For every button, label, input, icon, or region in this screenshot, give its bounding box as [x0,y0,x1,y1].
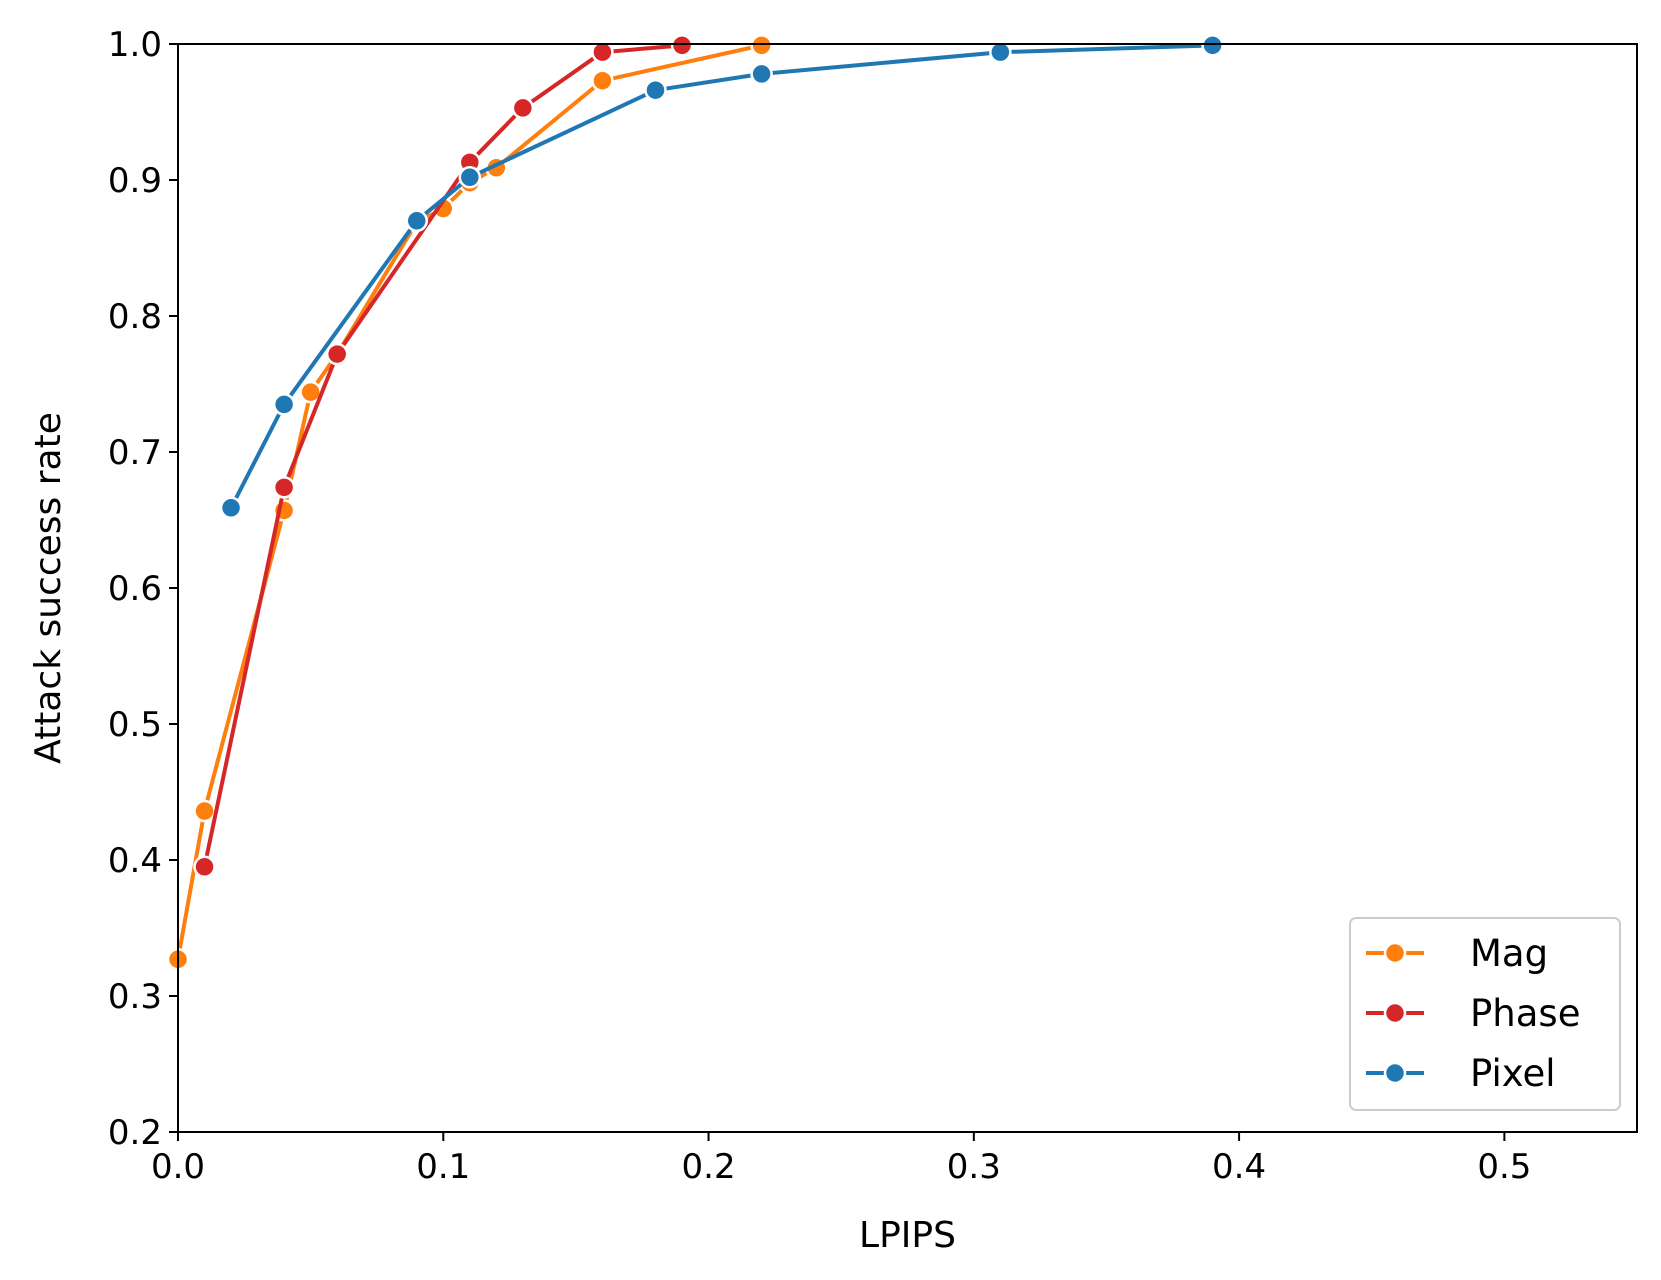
x-tick-label: 0.1 [416,1147,470,1187]
legend-marker-mag [1383,941,1407,965]
y-tick-label: 0.5 [108,705,162,745]
legend-marker-pixel [1383,1061,1407,1085]
series-phase [193,34,694,879]
x-axis: 0.0 0.1 0.2 0.3 0.4 0.5 [151,1132,1531,1187]
series-pixel [219,34,1224,520]
x-axis-label: LPIPS [859,1215,956,1256]
legend-item-phase: Phase [1366,992,1580,1035]
data-point-pixel [405,209,428,233]
data-point-pixel [750,62,773,86]
y-axis: 0.2 0.3 0.4 0.5 0.6 0.7 0.8 0.9 1.0 [108,25,178,1153]
data-point-mag [591,69,614,92]
x-tick-label: 0.3 [947,1147,1001,1187]
x-tick-label: 0.2 [682,1147,736,1187]
legend-label-phase: Phase [1470,992,1580,1035]
y-axis-label: Attack success rate [28,412,69,764]
data-point-pixel [219,496,243,520]
data-point-pixel [1201,34,1224,57]
x-tick-label: 0.4 [1212,1147,1266,1187]
legend-label-mag: Mag [1470,932,1548,975]
data-point-pixel [989,40,1012,64]
data-point-pixel [458,166,482,189]
y-tick-label: 0.2 [108,1113,162,1153]
legend: Mag Phase Pixel [1349,917,1621,1111]
legend-label-pixel: Pixel [1470,1052,1556,1095]
data-point-pixel [644,78,667,102]
series-layer [166,34,1224,971]
legend-item-mag: Mag [1366,932,1548,975]
series-line-pixel [228,43,1215,511]
y-tick-label: 1.0 [108,25,162,65]
legend-marker-phase [1383,1001,1407,1025]
legend-item-pixel: Pixel [1366,1052,1556,1095]
data-point-mag [193,799,216,823]
data-point-phase [193,855,216,879]
y-tick-label: 0.3 [108,977,162,1017]
data-point-phase [325,342,349,366]
legend-box [1349,917,1621,1111]
data-point-phase [591,40,614,64]
y-tick-label: 0.4 [108,841,162,881]
y-tick-label: 0.8 [108,297,162,337]
data-point-phase [670,34,694,57]
x-tick-label: 0.5 [1477,1147,1531,1187]
data-point-pixel [272,393,296,416]
data-point-phase [272,476,296,499]
data-point-mag [750,34,773,57]
x-tick-label: 0.0 [151,1147,205,1187]
y-tick-label: 0.9 [108,161,162,201]
data-point-phase [511,96,535,120]
y-tick-label: 0.7 [108,433,162,473]
y-tick-label: 0.6 [108,569,162,609]
